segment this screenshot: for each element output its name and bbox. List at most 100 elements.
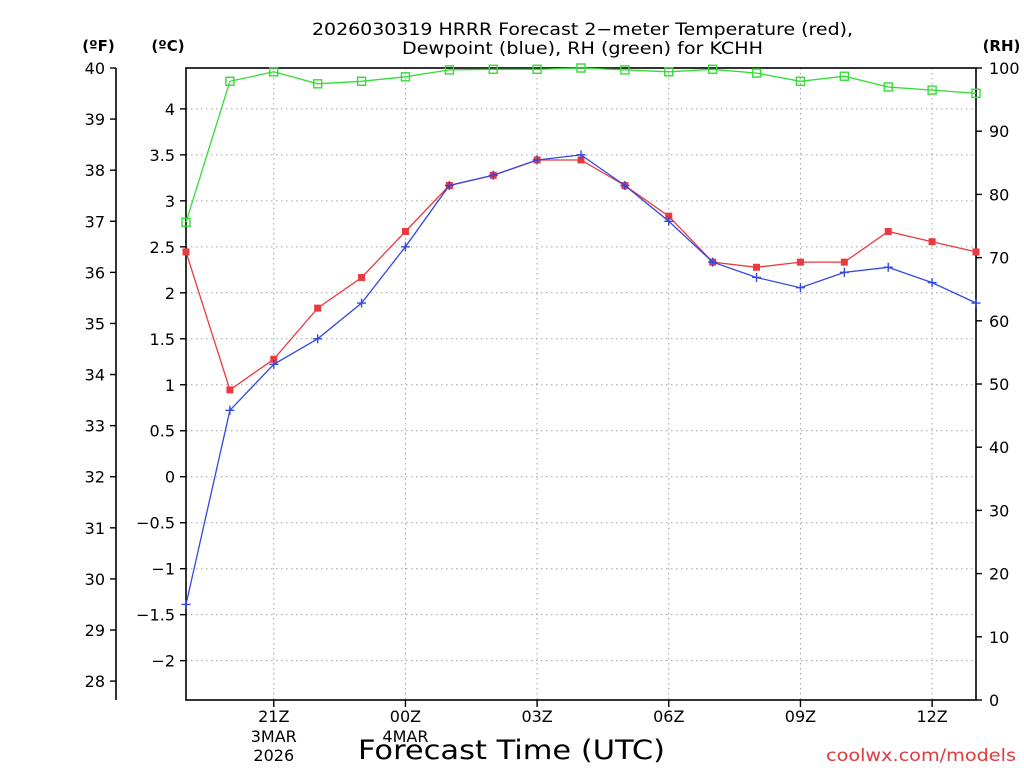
rh-tick-label: 40 bbox=[989, 438, 1009, 457]
rh-tick-label: 70 bbox=[989, 249, 1009, 268]
dewpoint-point bbox=[488, 170, 498, 180]
time-tick-label: 06Z bbox=[653, 707, 684, 726]
rh-point bbox=[707, 64, 718, 74]
dewpoint-point bbox=[752, 272, 762, 282]
temperature-point bbox=[577, 156, 585, 164]
temperature-point bbox=[270, 355, 278, 363]
temperature-point bbox=[665, 212, 673, 220]
rh-point bbox=[312, 79, 323, 89]
celsius-axis-header: (ºC) bbox=[151, 37, 184, 55]
dewpoint-point bbox=[313, 334, 323, 344]
dewpoint-point bbox=[839, 267, 849, 277]
dewpoint-point bbox=[664, 216, 674, 226]
time-tick-label: 09Z bbox=[785, 707, 816, 726]
rh-tick-label: 50 bbox=[989, 375, 1009, 394]
dewpoint-point bbox=[576, 150, 586, 160]
rh-point bbox=[225, 76, 235, 86]
chart-title-line-2: Dewpoint (blue), RH (green) for KCHH bbox=[402, 39, 763, 59]
fahrenheit-tick-label: 36 bbox=[85, 263, 105, 282]
rh-tick-label: 80 bbox=[989, 185, 1009, 204]
dewpoint-point bbox=[795, 283, 805, 293]
dewpoint-point bbox=[225, 405, 235, 415]
rh-point bbox=[927, 85, 937, 95]
dewpoint-point bbox=[269, 359, 279, 369]
temperature-point bbox=[226, 386, 234, 394]
celsius-tick-label: 0 bbox=[165, 468, 175, 487]
rh-point bbox=[620, 65, 630, 75]
credit-text: coolwx.com/models bbox=[826, 746, 1016, 766]
data-series bbox=[181, 63, 981, 609]
rh-point bbox=[532, 64, 542, 74]
time-tick-label: 21Z bbox=[258, 707, 289, 726]
dewpoint-point bbox=[708, 257, 718, 267]
rh-point bbox=[269, 67, 279, 77]
celsius-tick-label: 0.5 bbox=[150, 422, 175, 441]
rh-axis-header: (RH) bbox=[983, 37, 1021, 55]
fahrenheit-tick-label: 29 bbox=[85, 621, 105, 640]
celsius-tick-label: −1.5 bbox=[136, 606, 175, 625]
temperature-point bbox=[840, 258, 848, 266]
rh-tick-label: 20 bbox=[989, 565, 1009, 584]
temperature-point bbox=[182, 248, 190, 256]
dewpoint-point bbox=[532, 155, 542, 165]
rh-point bbox=[839, 71, 850, 81]
rh-point bbox=[971, 88, 981, 98]
time-tick-label: 00Z bbox=[390, 707, 421, 726]
time-tick-label: 03Z bbox=[521, 707, 552, 726]
celsius-tick-label: 2.5 bbox=[150, 238, 175, 257]
temperature-point bbox=[358, 273, 366, 281]
rh-tick-label: 0 bbox=[989, 691, 999, 710]
dewpoint-point bbox=[971, 298, 981, 308]
celsius-tick-label: −0.5 bbox=[136, 514, 175, 533]
temperature-point bbox=[314, 304, 322, 312]
temperature-point bbox=[401, 227, 409, 235]
dewpoint-point bbox=[357, 298, 367, 308]
fahrenheit-axis-header: (ºF) bbox=[82, 37, 114, 55]
celsius-tick-label: 4 bbox=[165, 100, 175, 119]
fahrenheit-tick-label: 39 bbox=[85, 110, 105, 129]
rh-point bbox=[444, 65, 455, 75]
temperature-point bbox=[753, 263, 761, 271]
dewpoint-point bbox=[181, 599, 191, 609]
celsius-tick-label: −1 bbox=[151, 560, 175, 579]
dewpoint-point bbox=[883, 262, 893, 272]
date-label: 3MAR bbox=[251, 727, 297, 746]
chart-title-line-1: 2026030319 HRRR Forecast 2−meter Tempera… bbox=[312, 20, 853, 40]
fahrenheit-tick-label: 37 bbox=[85, 212, 105, 231]
rh-point bbox=[181, 217, 191, 227]
celsius-tick-label: 1 bbox=[165, 376, 175, 395]
temperature-point bbox=[972, 248, 980, 256]
fahrenheit-tick-label: 40 bbox=[85, 59, 105, 78]
rh-point bbox=[664, 67, 674, 77]
gridlines bbox=[186, 68, 976, 700]
rh-point bbox=[576, 63, 586, 73]
x-axis-title: Forecast Time (UTC) bbox=[358, 735, 665, 766]
date-label: 2026 bbox=[253, 746, 294, 765]
dewpoint-point bbox=[400, 242, 410, 252]
fahrenheit-tick-label: 28 bbox=[85, 672, 105, 691]
rh-point bbox=[795, 76, 806, 86]
fahrenheit-tick-label: 32 bbox=[85, 468, 105, 487]
dewpoint-point bbox=[444, 181, 454, 191]
temperature-point bbox=[928, 238, 936, 246]
dewpoint-point bbox=[620, 181, 630, 191]
rh-line bbox=[185, 67, 977, 223]
fahrenheit-tick-label: 33 bbox=[85, 417, 105, 436]
rh-point bbox=[400, 72, 411, 82]
time-tick-label: 12Z bbox=[916, 707, 947, 726]
rh-tick-label: 60 bbox=[989, 312, 1009, 331]
celsius-tick-label: 2 bbox=[165, 284, 175, 303]
rh-point bbox=[488, 64, 498, 74]
fahrenheit-tick-label: 30 bbox=[85, 570, 105, 589]
date-label: 4MAR bbox=[382, 727, 428, 746]
dewpoint-point bbox=[927, 278, 937, 288]
rh-tick-label: 30 bbox=[989, 501, 1009, 520]
temperature-point bbox=[796, 258, 804, 266]
rh-tick-label: 10 bbox=[989, 628, 1009, 647]
rh-point bbox=[356, 76, 367, 86]
fahrenheit-tick-label: 31 bbox=[85, 519, 105, 538]
rh-tick-label: 90 bbox=[989, 122, 1009, 141]
fahrenheit-tick-label: 38 bbox=[85, 161, 105, 180]
